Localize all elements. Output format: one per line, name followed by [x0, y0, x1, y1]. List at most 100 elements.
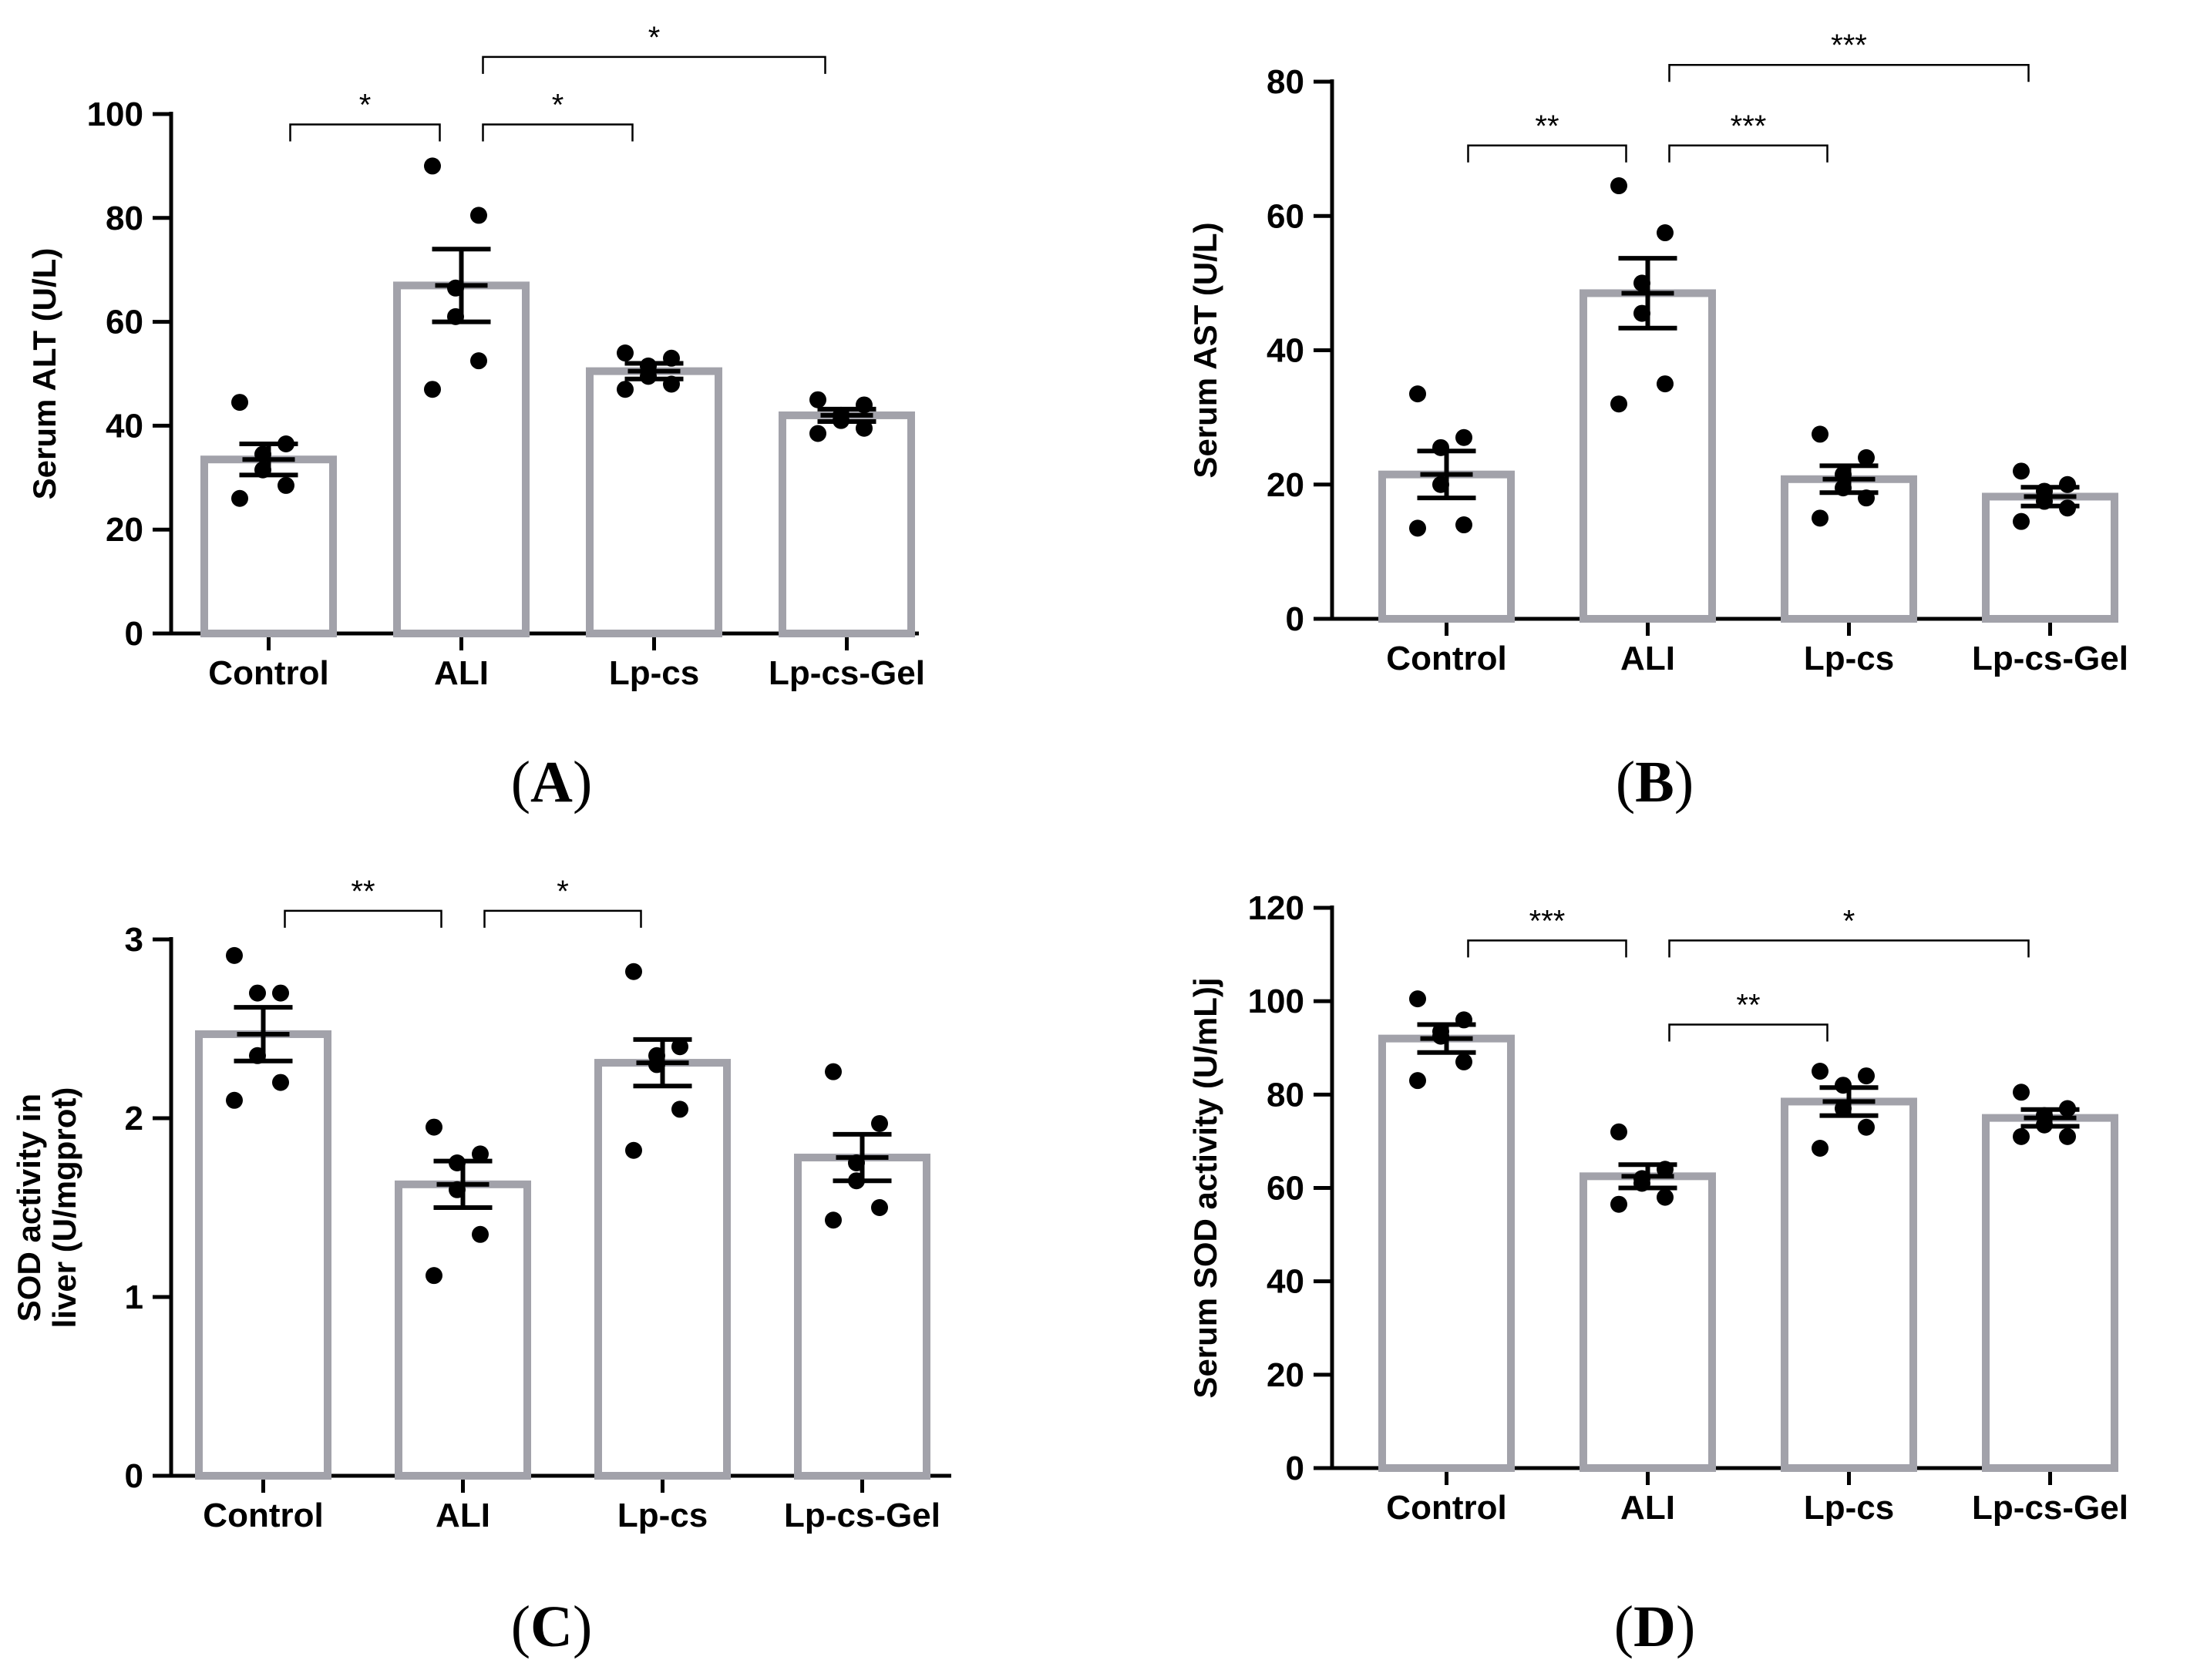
chart-a-point-1-5: [424, 381, 441, 398]
chart-b-point-2-0: [1812, 425, 1829, 443]
chart-a-point-2-0: [617, 344, 634, 362]
chart-c-sig-label-0: **: [351, 875, 375, 909]
chart-c-bar-2: [594, 1059, 731, 1480]
chart-c-sig-bracket-0: [284, 909, 442, 928]
chart-c-y-tick-label-1: 1: [125, 1278, 143, 1316]
chart-a-point-0-0: [231, 394, 248, 412]
chart-b-point-3-0: [2013, 462, 2030, 480]
chart-c-point-1-1: [472, 1145, 489, 1163]
chart-c-y-tick-label-3: 3: [125, 921, 143, 959]
chart-c-point-0-5: [226, 1091, 243, 1109]
chart-b-point-0-5: [1409, 519, 1426, 537]
chart-c-point-1-5: [426, 1267, 442, 1285]
chart-b-point-0-4: [1455, 516, 1472, 534]
chart-c-bar-1: [395, 1180, 531, 1480]
chart-a-sig-bracket-0: [289, 123, 441, 142]
chart-b-x-tick-label-0: Control: [1386, 640, 1506, 677]
chart-b-bar-1: [1580, 289, 1716, 623]
chart-b-point-1-1: [1657, 224, 1674, 242]
chart-c-point-3-4: [871, 1199, 888, 1216]
panel-d-label: (D): [1613, 1594, 1696, 1659]
chart-a-x-tick-label-1: ALI: [434, 654, 489, 692]
chart-a-y-tick-label-5: 100: [87, 96, 143, 133]
chart-a-point-1-0: [424, 157, 441, 175]
chart-c-point-2-4: [671, 1100, 688, 1118]
chart-b-y-tick-label-2: 40: [1267, 332, 1304, 370]
chart-d-bar-3: [1982, 1114, 2118, 1472]
panel-d-letter: D: [1633, 1594, 1676, 1659]
chart-b-bar-3: [1982, 492, 2118, 623]
chart-a-svg: 0 20 40 60 80 100 Control ALI Lp-cs Lp-cs-Gel Seru…: [26, 21, 925, 692]
chart-d-point-2-1: [1858, 1067, 1875, 1085]
chart-b-y-tick-label-0: 0: [1286, 600, 1304, 638]
chart-d-y-tick-label-2: 40: [1267, 1263, 1304, 1301]
chart-panel-b: 0 20 40 60 80 Control ALI Lp-cs Lp-cs-Gel Serum A…: [1103, 0, 2206, 840]
chart-c-point-2-1: [671, 1038, 688, 1056]
chart-c-x-tick-label-2: Lp-cs: [617, 1497, 708, 1534]
chart-a-y-tick-label-2: 40: [106, 407, 143, 445]
chart-b-svg: 0 20 40 60 80 Control ALI Lp-cs Lp-cs-Gel Serum A…: [1187, 29, 2128, 677]
chart-b-point-2-5: [1812, 509, 1829, 527]
chart-a-sig-label-1: *: [552, 88, 564, 122]
chart-d-point-0-5: [1409, 1072, 1426, 1090]
chart-d-point-1-5: [1610, 1195, 1627, 1213]
chart-d-y-tick-label-0: 0: [1286, 1450, 1304, 1487]
chart-b-y-tick-label-3: 60: [1267, 197, 1304, 235]
chart-c-svg: 0 1 2 3 Control ALI Lp-cs Lp-cs-Gel SOD activity…: [11, 875, 951, 1534]
chart-panel-d: 0 20 40 60 80 100 120 Control ALI Lp-cs Lp-cs-Gel S…: [1103, 840, 2206, 1680]
chart-d-point-0-0: [1409, 990, 1426, 1008]
chart-b-y-tick-label-4: 80: [1267, 63, 1304, 101]
chart-d-point-3-0: [2013, 1084, 2030, 1101]
panel-b-letter: B: [1635, 750, 1674, 815]
chart-b-sig-bracket-2: [1668, 63, 2030, 82]
chart-a-point-3-0: [809, 391, 826, 408]
chart-b-sig-bracket-1: [1668, 144, 1829, 163]
chart-d-y-tick-label-5: 100: [1248, 983, 1304, 1020]
chart-d-y-tick-label-1: 20: [1267, 1356, 1304, 1394]
chart-b-point-3-5: [2013, 512, 2030, 530]
chart-c-point-0-2: [249, 984, 266, 1002]
chart-a-sig-label-2: *: [648, 21, 661, 55]
chart-d-bar-1: [1580, 1172, 1716, 1472]
chart-d-sig-bracket-2: [1668, 939, 2030, 958]
chart-c-y-axis-title-line-1: liver (U/mgprot): [46, 1087, 82, 1329]
chart-b-point-1-0: [1610, 177, 1627, 195]
chart-c-point-2-5: [625, 1141, 642, 1159]
chart-c-y-axis-title-line-0: SOD activity in: [11, 1094, 47, 1322]
chart-d-sig-label-1: **: [1736, 988, 1760, 1022]
chart-c-point-3-5: [825, 1211, 842, 1229]
chart-c-point-2-0: [625, 963, 642, 980]
chart-c-x-tick-label-3: Lp-cs-Gel: [784, 1497, 940, 1534]
chart-a-bar-2: [586, 367, 722, 637]
chart-d-sig-bracket-0: [1467, 939, 1627, 958]
chart-b-sig-bracket-0: [1467, 144, 1627, 163]
chart-a-x-tick-label-3: Lp-cs-Gel: [769, 654, 925, 692]
chart-a-sig-bracket-1: [482, 123, 634, 142]
chart-c-point-3-0: [825, 1063, 842, 1080]
chart-c-x-tick-label-1: ALI: [436, 1497, 490, 1534]
chart-d-svg: 0 20 40 60 80 100 120 Control ALI Lp-cs Lp-cs-Gel S…: [1187, 889, 2128, 1527]
chart-a-x-tick-label-2: Lp-cs: [609, 654, 699, 692]
chart-a-bar-1: [393, 281, 530, 637]
chart-c-point-0-0: [226, 946, 243, 964]
chart-c-bar-3: [794, 1154, 930, 1480]
chart-a-bar-0: [200, 455, 337, 638]
chart-b-point-2-1: [1858, 449, 1875, 466]
chart-c-x-tick-label-0: Control: [203, 1497, 323, 1534]
chart-d-y-tick-label-4: 80: [1267, 1076, 1304, 1114]
chart-d-y-tick-label-6: 120: [1248, 889, 1304, 927]
chart-a-point-1-1: [470, 207, 487, 224]
chart-d-bar-2: [1781, 1097, 1917, 1472]
chart-d-x-tick-label-0: Control: [1386, 1489, 1506, 1527]
chart-a-y-axis-title: Serum ALT (U/L): [26, 248, 62, 500]
chart-a-x-tick-label-0: Control: [208, 654, 328, 692]
chart-d-point-2-0: [1812, 1063, 1829, 1080]
chart-c-point-1-0: [426, 1118, 442, 1136]
chart-c-y-tick-label-2: 2: [125, 1100, 143, 1137]
chart-b-point-3-1: [2059, 475, 2076, 493]
chart-b-y-tick-label-1: 20: [1267, 466, 1304, 504]
chart-c-point-1-4: [472, 1225, 489, 1243]
chart-d-point-1-4: [1657, 1188, 1674, 1206]
chart-d-point-3-4: [2059, 1127, 2076, 1145]
chart-b-x-tick-label-2: Lp-cs: [1804, 640, 1894, 677]
